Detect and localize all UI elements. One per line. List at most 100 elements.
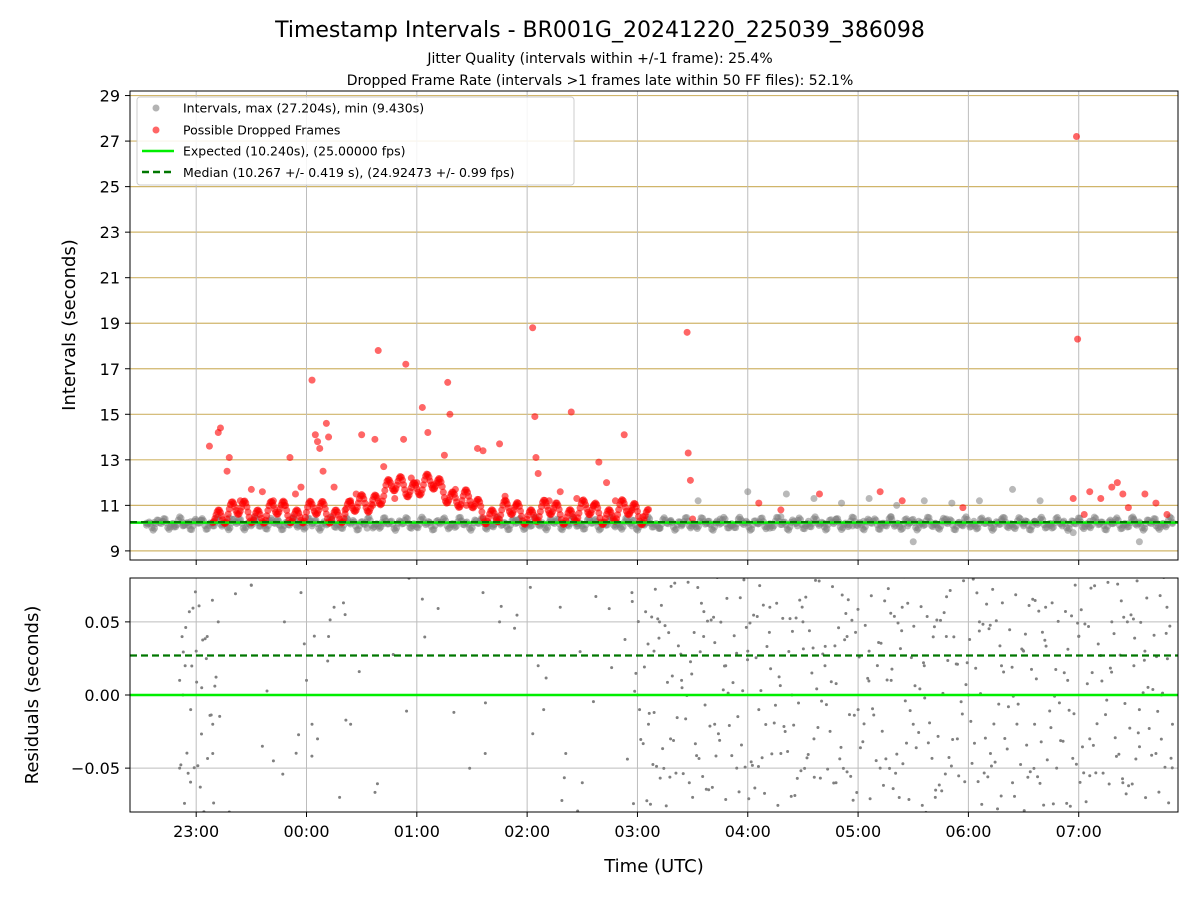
residual-point-band-5 [184, 625, 188, 629]
residual-point-band-84 [640, 565, 643, 568]
residual-point-band-418 [1045, 758, 1049, 762]
residual-point-20 [316, 737, 320, 741]
residual-point-band-396 [1019, 763, 1023, 767]
residual-point-band-374 [992, 722, 996, 726]
residual-point-band-236 [824, 703, 828, 707]
residual-point-band-421 [1049, 726, 1053, 730]
top-ytick-label-25: 25 [100, 178, 120, 197]
residual-point-band-180 [756, 764, 760, 768]
interval-point-44 [865, 495, 873, 503]
residual-point-band-13 [193, 590, 197, 594]
residual-point-band-96 [655, 764, 659, 768]
residual-point-82 [1143, 649, 1147, 653]
residual-point-band-501 [1146, 685, 1150, 689]
residual-point-band-472 [1111, 820, 1114, 823]
residual-point-band-275 [872, 713, 876, 717]
residual-point-band-481 [1122, 615, 1126, 619]
residual-point-band-23 [206, 756, 210, 760]
residual-point-band-403 [1027, 603, 1031, 607]
residual-point-band-225 [811, 646, 815, 650]
residual-point-band-141 [709, 618, 713, 622]
dropped-point-40 [446, 410, 454, 418]
residual-point-band-279 [877, 640, 881, 644]
residual-point-band-385 [1005, 747, 1009, 751]
residual-point-band-344 [955, 662, 959, 666]
residual-point-band-412 [1038, 781, 1042, 785]
residual-point-band-411 [1037, 609, 1041, 613]
dropped-point-46 [501, 492, 509, 500]
residual-point-band-162 [735, 651, 739, 655]
residual-point-band-248 [839, 745, 843, 749]
residual-point-band-465 [1103, 573, 1106, 576]
residual-point-band-261 [855, 791, 859, 795]
residual-point-band-244 [834, 682, 838, 686]
residual-point-59 [889, 678, 893, 682]
residual-point-band-383 [1003, 736, 1007, 740]
dropped-point-60 [620, 431, 628, 439]
residual-point-band-250 [841, 766, 845, 770]
residual-point-band-128 [693, 742, 697, 746]
residual-point-band-145 [714, 754, 718, 758]
residual-point-band-161 [734, 818, 737, 821]
residual-point-band-107 [668, 775, 672, 779]
residual-point-band-2 [180, 635, 184, 639]
residual-point-band-521 [1170, 766, 1174, 770]
residual-point-band-105 [665, 680, 669, 684]
residual-point-band-486 [1128, 726, 1132, 730]
x-tick-label-0: 23:00 [173, 822, 219, 841]
residual-point-band-348 [960, 712, 964, 716]
residual-point-band-297 [898, 647, 902, 651]
residual-point-16 [299, 591, 303, 595]
dropped-point-35 [424, 429, 432, 437]
residual-point-band-188 [767, 812, 770, 815]
residual-point-band-56 [452, 710, 456, 714]
bottom-ytick-label-0: 0.05 [84, 613, 120, 632]
residual-point-band-109 [670, 674, 674, 678]
dropped-point-80 [1113, 479, 1121, 487]
residual-point-band-338 [948, 589, 952, 593]
residual-point-band-365 [981, 622, 985, 626]
legend-dropped-marker [152, 126, 160, 134]
residual-point-band-108 [669, 584, 673, 588]
residual-point-band-437 [1068, 804, 1072, 808]
residual-point-band-335 [945, 595, 949, 599]
residual-point-band-381 [1000, 601, 1004, 605]
dropped-point-17 [319, 467, 327, 475]
residual-point-band-305 [908, 709, 912, 713]
dropped-point-6 [247, 485, 255, 493]
dropped-point-19 [325, 433, 333, 441]
interval-point-46 [887, 513, 895, 521]
residual-point-band-118 [681, 772, 685, 776]
dropped-point-59 [611, 497, 619, 505]
residual-point-band-479 [1119, 599, 1123, 603]
legend-intervals-label: Intervals, max (27.204s), min (9.430s) [183, 101, 424, 116]
residual-point-band-242 [832, 781, 836, 785]
residual-point-band-173 [748, 621, 752, 625]
residual-point-band-515 [1163, 765, 1167, 769]
residual-point-band-87 [644, 610, 648, 614]
residual-point-band-306 [909, 656, 913, 660]
interval-point-3 [170, 523, 178, 531]
residual-point-band-51 [405, 709, 409, 713]
residual-point-band-340 [951, 737, 955, 741]
dropped-point-76 [1080, 510, 1088, 518]
dropped-point-42 [462, 501, 470, 509]
residual-point-band-484 [1125, 620, 1129, 624]
residual-point-band-89 [646, 642, 650, 646]
residual-point-band-354 [968, 638, 972, 642]
residual-point-band-243 [833, 644, 837, 648]
residual-point-band-95 [653, 587, 657, 591]
residual-point-band-433 [1063, 610, 1067, 614]
residual-point-band-491 [1134, 757, 1138, 761]
residual-point-band-228 [815, 687, 819, 691]
residual-point-band-202 [783, 730, 787, 734]
residual-point-band-500 [1145, 596, 1149, 600]
residual-point-band-74 [623, 637, 627, 641]
residual-point-band-456 [1091, 743, 1095, 747]
residual-point-band-62 [528, 585, 532, 589]
residual-point-band-498 [1142, 658, 1146, 662]
residual-point-band-219 [804, 595, 808, 599]
residual-point-78 [1110, 620, 1114, 624]
residual-point-band-471 [1110, 670, 1114, 674]
residual-point-band-133 [699, 601, 703, 605]
